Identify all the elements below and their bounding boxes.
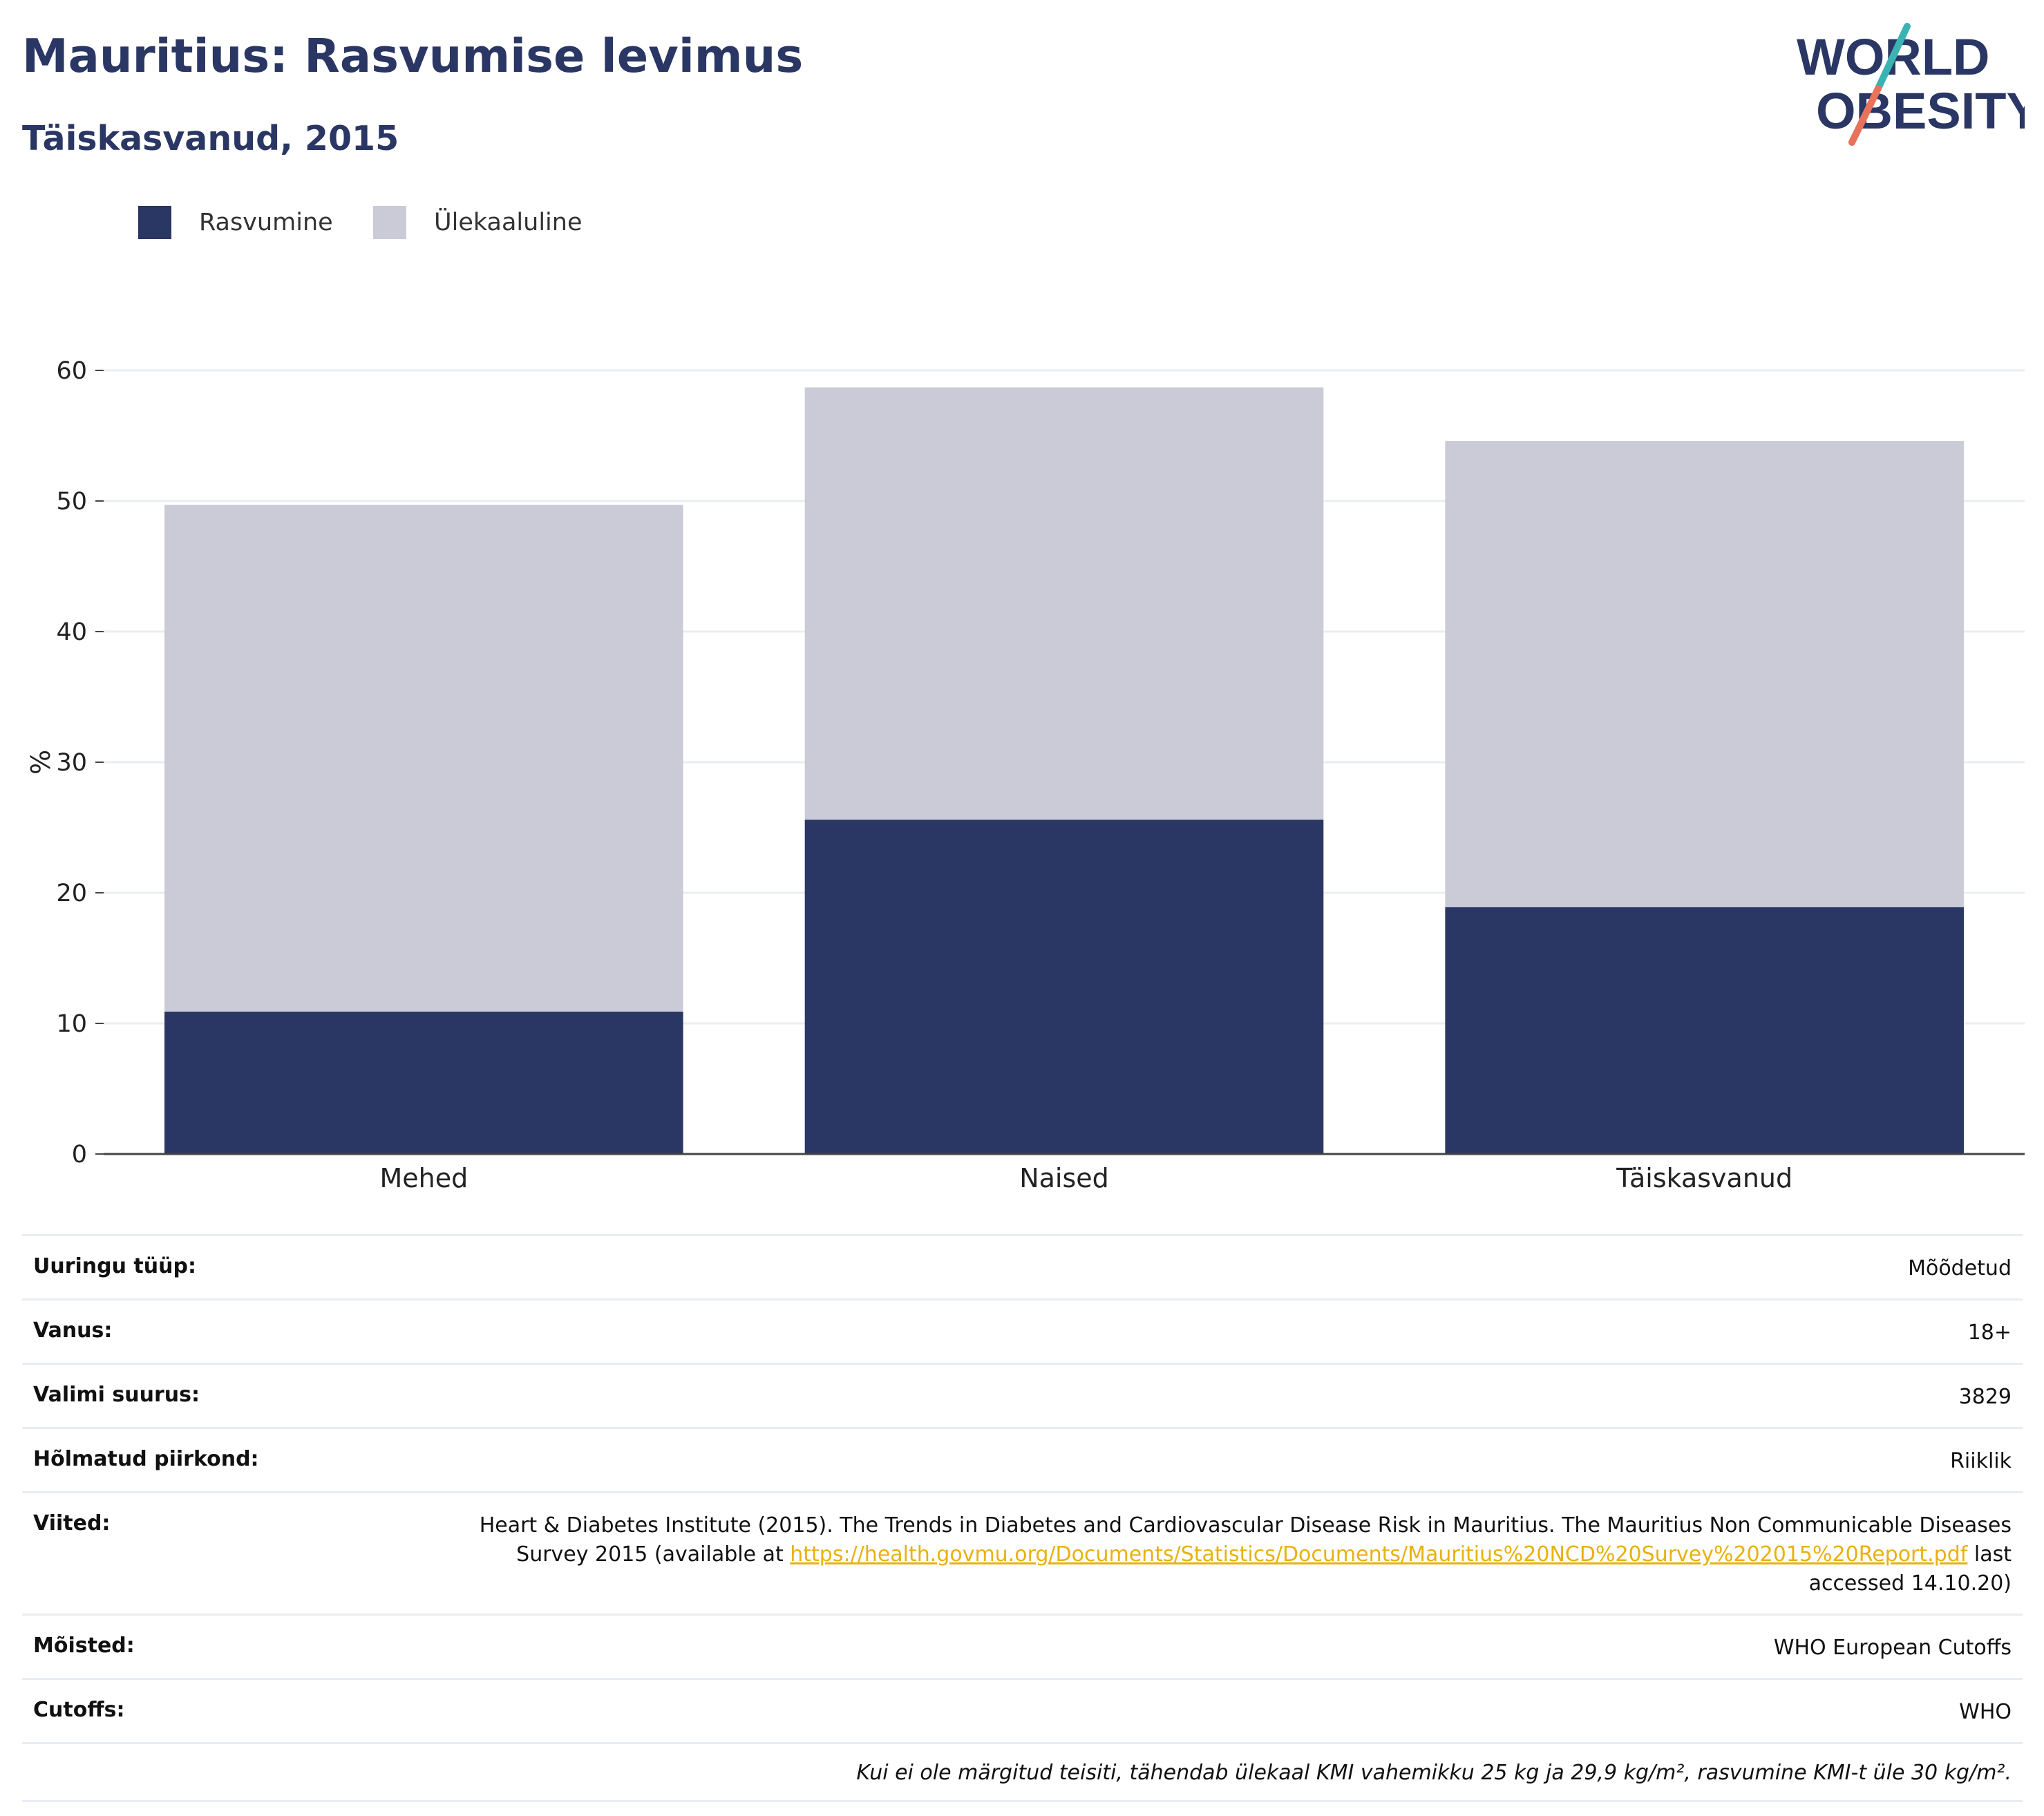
info-value: 18+: [1967, 1321, 2012, 1345]
info-value: WHO European Cutoffs: [1773, 1636, 2012, 1660]
reference-text: Heart & Diabetes Institute (2015). The T…: [479, 1513, 2012, 1567]
footnote: Kui ei ole märgitud teisiti, tähendab ül…: [22, 1742, 2023, 1802]
y-tick-label: 20: [56, 880, 87, 907]
x-tick-label: Naised: [1019, 1163, 1109, 1193]
info-label: Viited:: [33, 1511, 111, 1535]
bar-obesity[interactable]: [804, 820, 1324, 1154]
bar-overweight[interactable]: [1445, 441, 1964, 907]
info-label: Vanus:: [33, 1318, 113, 1343]
info-value: Mõõdetud: [1908, 1256, 2012, 1280]
y-tick-label: 60: [56, 357, 87, 385]
reference-link[interactable]: https://health.govmu.org/Documents/Stati…: [790, 1542, 1968, 1567]
info-value: 3829: [1958, 1385, 2012, 1409]
info-row: Hõlmatud piirkond: Riiklik: [22, 1427, 2023, 1491]
info-label: Uuringu tüüp:: [33, 1254, 196, 1278]
legend-label-obesity: Rasvumine: [199, 209, 333, 236]
x-tick-label: Mehed: [379, 1163, 468, 1193]
info-label: Cutoffs:: [33, 1698, 125, 1722]
info-row: Valimi suurus: 3829: [22, 1363, 2023, 1427]
info-label: Valimi suurus:: [33, 1383, 200, 1407]
bar-obesity[interactable]: [164, 1011, 683, 1154]
info-table: Uuringu tüüp: Mõõdetud Vanus: 18+ Valimi suu…: [22, 1234, 2023, 1802]
bar-overweight[interactable]: [804, 387, 1324, 820]
info-row-reference: Viited: Heart & Diabetes Institute (2015…: [22, 1491, 2023, 1614]
world-obesity-logo: WORLD OBESITY: [1797, 23, 2025, 146]
legend-swatch-overweight: [373, 206, 406, 239]
logo-word-obesity: OBESITY: [1816, 82, 2025, 140]
info-row: Vanus: 18+: [22, 1298, 2023, 1363]
bar-overweight[interactable]: [164, 504, 683, 1012]
info-label: Hõlmatud piirkond:: [33, 1447, 259, 1471]
bar-chart: 0 10 20 30 40 50 60% Mehed Naised Täiskasvanud: [26, 357, 2025, 1193]
legend-label-overweight: Ülekaaluline: [434, 209, 583, 236]
y-axis-label: %: [26, 750, 56, 775]
info-row: Mõisted: WHO European Cutoffs: [22, 1614, 2023, 1678]
info-label: Mõisted:: [33, 1634, 135, 1658]
page-subtitle: Täiskasvanud, 2015: [22, 119, 399, 158]
info-value: Heart & Diabetes Institute (2015). The T…: [22, 1493, 2023, 1614]
y-tick-label: 0: [72, 1141, 87, 1169]
bar-obesity[interactable]: [1445, 907, 1964, 1154]
info-row: Cutoffs: WHO: [22, 1678, 2023, 1742]
info-value: WHO: [1959, 1700, 2012, 1724]
logo-slash-teal: [1875, 23, 1911, 92]
legend-swatch-obesity: [138, 206, 171, 239]
y-tick-label: 40: [56, 618, 87, 646]
info-value: Riiklik: [1950, 1449, 2012, 1473]
x-tick-label: Täiskasvanud: [1616, 1163, 1792, 1193]
y-tick-label: 50: [56, 488, 87, 516]
page-title: Mauritius: Rasvumise levimus: [22, 29, 804, 83]
y-tick-label: 30: [56, 749, 87, 777]
reference-text-after: last accessed 14.10.20): [1808, 1542, 2012, 1596]
info-row: Uuringu tüüp: Mõõdetud: [22, 1234, 2023, 1298]
logo-slash-coral: [1848, 85, 1882, 146]
y-tick-label: 10: [56, 1010, 87, 1038]
